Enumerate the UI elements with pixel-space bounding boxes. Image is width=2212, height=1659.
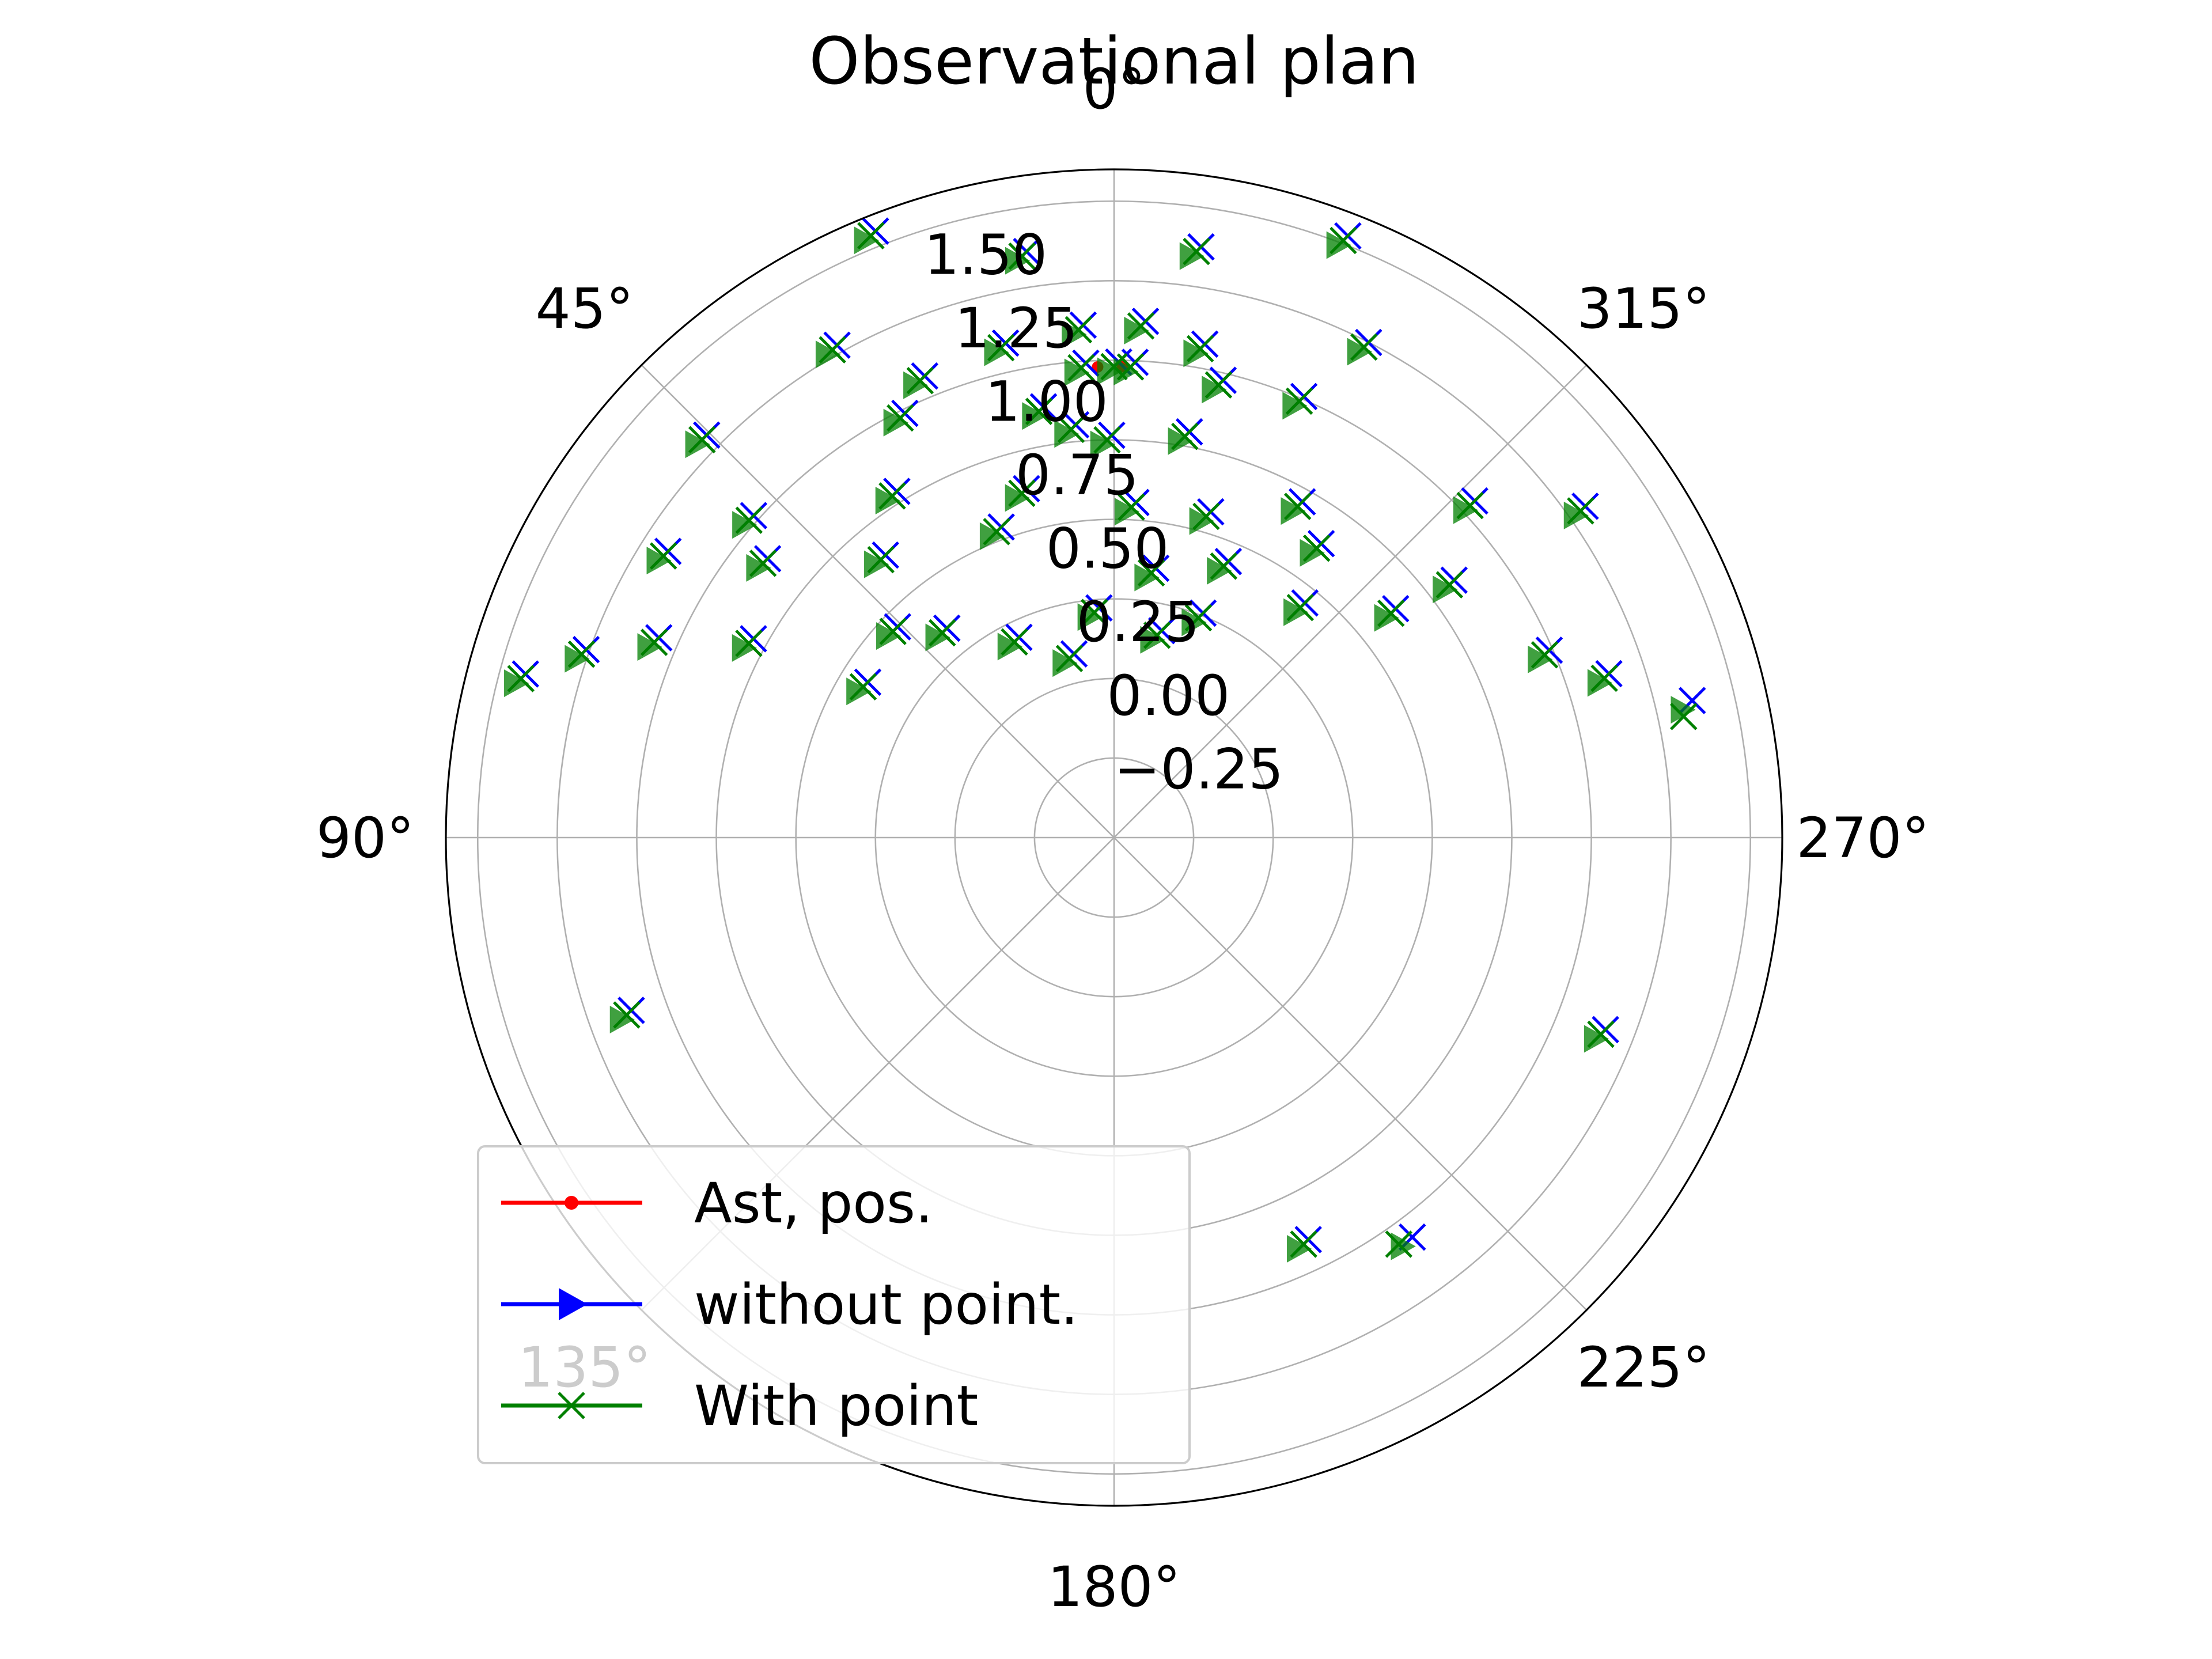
with-pointing-marker — [1055, 645, 1084, 672]
with-pointing-marker — [1171, 422, 1199, 450]
legend-x-marker — [558, 1392, 585, 1419]
with-pointing-marker — [1183, 237, 1210, 266]
radial-tick-label: 0.75 — [1016, 443, 1139, 507]
with-pointing-marker — [1184, 604, 1213, 632]
with-pointing-marker — [867, 546, 895, 574]
with-pointing-marker — [1118, 493, 1145, 521]
with-pointing-marker — [887, 404, 914, 432]
with-pointing-marker — [1587, 1020, 1615, 1048]
theta-tick-label: 315° — [1577, 276, 1710, 341]
with-pointing-marker — [849, 673, 877, 701]
radial-tick-label: 0.25 — [1077, 590, 1200, 654]
with-pointing-marker — [878, 482, 906, 510]
with-pointing-marker — [1285, 387, 1313, 415]
legend-triangle-marker — [559, 1288, 588, 1320]
with-pointing-marker — [735, 506, 763, 534]
theta-tick-label: 0° — [1082, 57, 1145, 122]
with-pointing-marker — [1081, 599, 1108, 627]
with-pointing-marker — [735, 630, 763, 657]
legend-frame — [477, 1145, 1191, 1464]
with-pointing-marker — [1377, 599, 1405, 627]
with-pointing-marker — [1290, 1230, 1317, 1258]
with-pointing-marker — [1590, 664, 1618, 692]
with-pointing-marker — [688, 426, 716, 454]
with-pointing-marker — [987, 334, 1015, 362]
with-pointing-marker — [749, 550, 777, 577]
with-pointing-marker — [1137, 559, 1165, 587]
with-pointing-marker — [1192, 502, 1220, 531]
theta-tick-label: 225° — [1577, 1335, 1710, 1400]
theta-tick-label: 45° — [536, 276, 634, 341]
with-pointing-marker — [857, 222, 885, 249]
with-pointing-marker — [649, 542, 677, 570]
with-pointing-marker — [1116, 353, 1145, 381]
grid-spoke — [641, 364, 1115, 838]
with-pointing-marker — [640, 628, 668, 656]
with-pointing-marker — [1008, 242, 1036, 270]
radial-tick-label: 0.00 — [1107, 664, 1230, 728]
legend: Ast, pos. without point. With point — [477, 1145, 1191, 1464]
radial-tick-label: 0.50 — [1046, 517, 1169, 581]
grid-spoke — [1113, 364, 1588, 838]
with-pointing-marker — [507, 665, 535, 692]
with-pointing-marker — [928, 619, 956, 647]
with-pointing-marker — [1286, 594, 1315, 622]
with-pointing-marker — [1302, 534, 1331, 562]
theta-tick-label: 90° — [316, 806, 414, 870]
with-pointing-marker — [879, 618, 907, 645]
with-pointing-marker — [567, 640, 596, 668]
with-pointing-marker — [613, 1001, 641, 1029]
with-pointing-marker — [1670, 703, 1698, 730]
legend-label: without point. — [694, 1272, 1078, 1337]
with-pointing-marker — [1205, 371, 1233, 399]
theta-tick-label: 180° — [1047, 1555, 1180, 1619]
with-pointing-marker — [1330, 226, 1357, 255]
theta-tick-labels: 0°45°90°135°180°225°270°315° — [316, 57, 1930, 1619]
with-pointing-marker — [1025, 397, 1053, 425]
with-pointing-marker — [1283, 493, 1312, 520]
with-pointing-marker — [1057, 415, 1085, 444]
legend-dot-marker — [565, 1196, 578, 1210]
with-pointing-marker — [1567, 497, 1594, 525]
with-pointing-marker — [1186, 335, 1214, 363]
grid-spoke — [1113, 837, 1588, 1311]
with-pointing-marker — [1065, 316, 1093, 344]
without-pointing-triangle — [1671, 696, 1696, 724]
radial-tick-label: 1.50 — [924, 222, 1047, 287]
with-pointing-marker — [1210, 552, 1238, 580]
polar-axes-frame — [445, 168, 1783, 1507]
with-pointing-marker — [1008, 479, 1036, 507]
with-pointing-marker — [1143, 622, 1171, 649]
with-pointing-marker — [983, 518, 1010, 546]
without-pointing-triangle — [1391, 1232, 1416, 1260]
with-pointing-marker — [1456, 491, 1484, 520]
radial-tick-label: 1.25 — [955, 296, 1078, 361]
chart-title: Observational plan — [809, 24, 1419, 99]
with-pointing-marker — [819, 336, 846, 364]
with-pointing-marker — [1127, 312, 1155, 340]
with-pointing-marker — [906, 367, 934, 395]
radial-tick-label: −0.25 — [1114, 737, 1283, 801]
legend-label: Ast, pos. — [694, 1171, 933, 1236]
with-pointing-marker — [1385, 1230, 1413, 1258]
with-pointing-marker — [1067, 354, 1095, 382]
data-points — [504, 217, 1706, 1263]
with-pointing-marker — [1435, 571, 1464, 599]
radial-tick-label: 1.00 — [985, 369, 1108, 434]
with-pointing-marker — [1093, 426, 1121, 454]
with-pointing-marker — [1001, 628, 1028, 656]
with-pointing-marker — [1531, 641, 1559, 669]
theta-tick-label: 270° — [1796, 806, 1929, 870]
with-pointing-marker — [1350, 333, 1378, 361]
legend-label: With point — [694, 1374, 978, 1438]
radial-tick-labels: −0.25 0.00 0.25 0.50 0.75 1.00 1.25 1.50 — [924, 222, 1283, 801]
